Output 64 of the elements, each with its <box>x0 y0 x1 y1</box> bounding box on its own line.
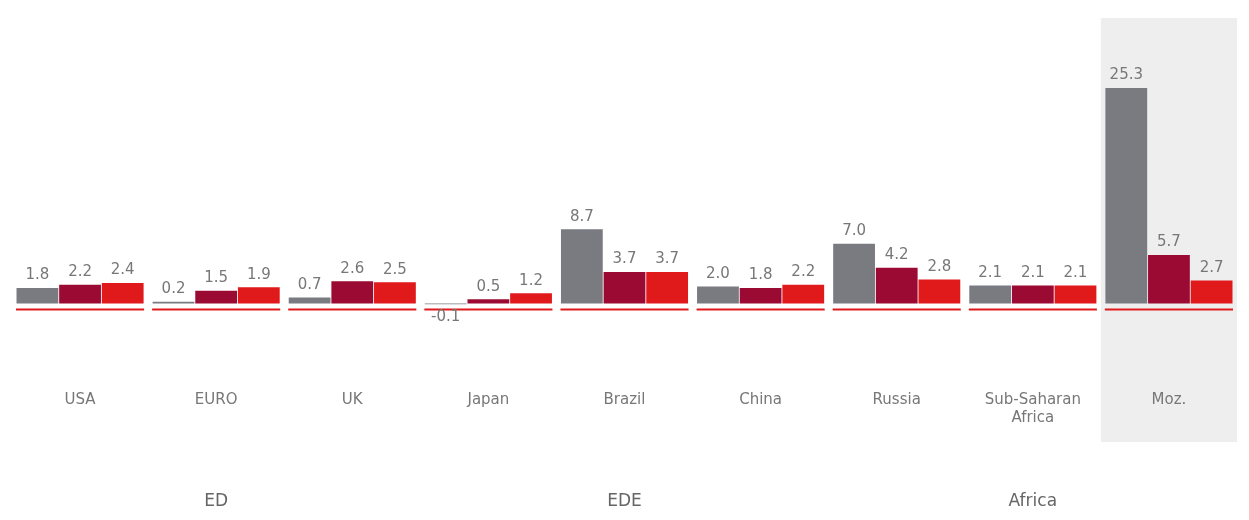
bar <box>739 288 782 304</box>
data-label: 2.6 <box>340 258 365 277</box>
bar <box>603 271 646 304</box>
data-label: 3.7 <box>655 249 680 268</box>
bar <box>288 297 331 304</box>
text: ED <box>204 489 229 510</box>
data-label: 2.4 <box>110 260 135 279</box>
x-tick-label: China <box>739 389 783 408</box>
x-tick-label: Russia <box>872 389 921 408</box>
bar <box>918 279 961 304</box>
data-label: 2.2 <box>68 262 92 281</box>
bar <box>101 282 144 304</box>
data-label: 0.7 <box>297 274 322 293</box>
x-tick-label: Brazil <box>603 389 646 408</box>
x-tick-label: Japan <box>466 389 510 408</box>
data-label: 2.0 <box>706 263 730 282</box>
bar <box>833 243 875 304</box>
data-label: 8.7 <box>569 206 594 225</box>
bar <box>467 299 510 304</box>
data-label: 1.9 <box>246 264 271 283</box>
x-tick-label: UK <box>341 389 364 408</box>
bar <box>59 284 101 304</box>
bar <box>331 281 374 304</box>
bar <box>697 286 739 304</box>
bar <box>969 285 1012 304</box>
data-label: 2.7 <box>1199 257 1224 276</box>
data-label: 0.5 <box>476 276 501 295</box>
data-label: 2.5 <box>383 259 407 278</box>
data-label: 2.1 <box>1063 262 1088 281</box>
data-label: 2.2 <box>791 262 816 281</box>
bar <box>1190 280 1233 304</box>
data-label: 25.3 <box>1109 65 1143 84</box>
data-label: 1.2 <box>519 270 543 289</box>
data-label: 1.8 <box>748 265 773 284</box>
x-tick-label: USA <box>64 389 97 408</box>
data-label: 4.2 <box>884 245 909 264</box>
data-label: 7.0 <box>842 221 866 240</box>
bar <box>374 282 416 304</box>
bar <box>646 271 689 304</box>
data-label: -0.1 <box>431 306 461 325</box>
bar <box>1105 88 1148 304</box>
data-label: 0.2 <box>161 279 186 298</box>
bar <box>237 287 280 304</box>
bar <box>782 284 825 304</box>
text: EDE <box>607 489 642 510</box>
x-tick-label: EURO <box>194 389 238 408</box>
data-label: 2.8 <box>927 256 952 275</box>
bar <box>875 267 918 304</box>
data-label: 3.7 <box>612 249 637 268</box>
data-label: 1.8 <box>25 265 50 284</box>
text: Africa <box>1008 489 1058 510</box>
bar <box>510 293 552 304</box>
bar <box>560 229 603 304</box>
bar <box>1148 254 1190 304</box>
data-label: 2.1 <box>978 262 1003 281</box>
x-tick-label: Moz. <box>1151 389 1187 408</box>
data-label: 1.5 <box>204 268 229 287</box>
bar <box>16 288 59 304</box>
x-tick-label: Sub-Saharan Africa <box>984 389 1081 426</box>
bar <box>195 290 238 304</box>
data-label: 5.7 <box>1157 232 1181 251</box>
data-label: 2.1 <box>1020 262 1045 281</box>
bar <box>1054 285 1097 304</box>
bar <box>1011 285 1054 304</box>
